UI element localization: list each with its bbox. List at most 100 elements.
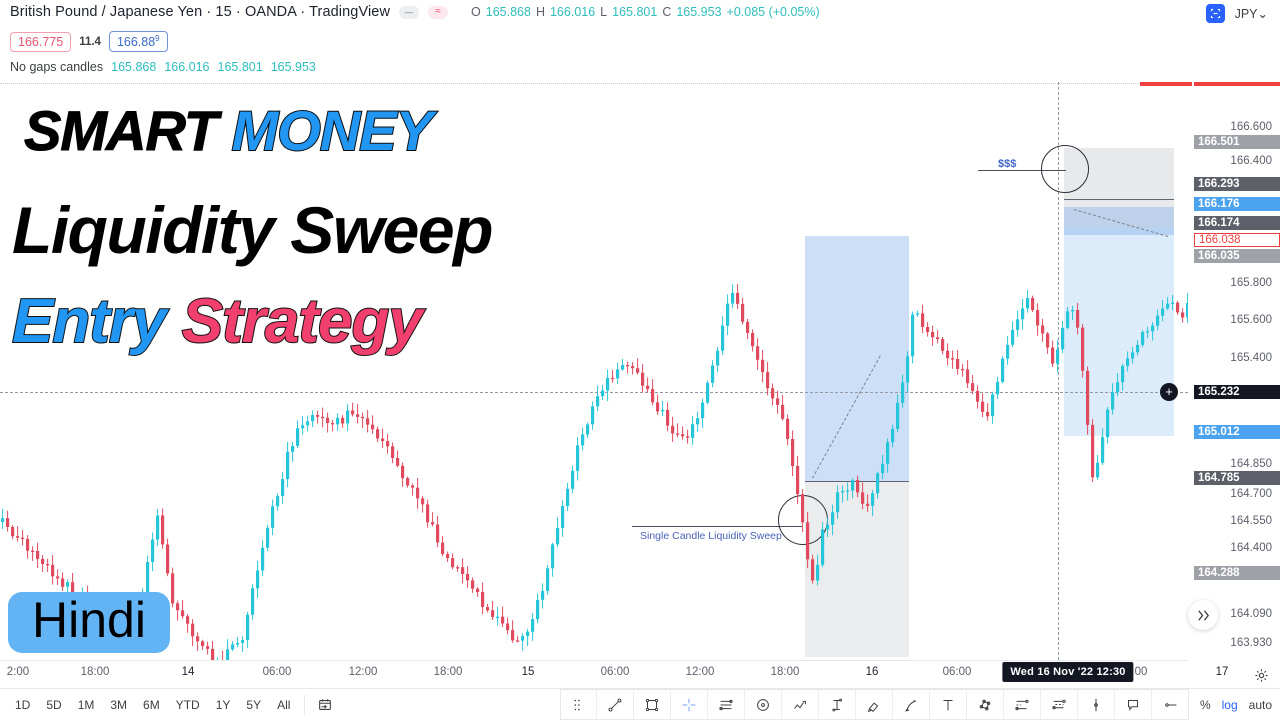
price-axis-label: 165.800 [1230, 277, 1272, 289]
sweep-annotation-label: Single Candle Liquidity Sweep [640, 530, 782, 542]
scale-options-group: % log auto [1200, 689, 1272, 720]
time-axis-label: 06:00 [942, 666, 972, 678]
zone-ob-right [1064, 207, 1174, 235]
range-button-1y[interactable]: 1Y [215, 697, 231, 712]
bid-price[interactable]: 166.775 [10, 31, 72, 52]
chevron-down-icon: ⌄ [1257, 7, 1268, 21]
ask-price[interactable]: 166.889 [108, 31, 168, 53]
candlestick-series [1, 284, 1188, 660]
crosshair-vertical [1058, 82, 1059, 660]
range-button-5y[interactable]: 5Y [246, 697, 262, 712]
low-label: L [600, 5, 608, 19]
rectangle-icon[interactable] [634, 689, 671, 720]
auto-scale-button[interactable]: auto [1248, 697, 1272, 712]
money-circle-marker [1041, 145, 1089, 193]
time-axis[interactable]: 2:00 18:00 14 06:00 12:00 18:00 15 06:00 12:00 18… [0, 660, 1228, 688]
money-level-line [978, 170, 1066, 171]
calendar-goto-icon[interactable] [312, 693, 338, 717]
brush-icon[interactable] [856, 689, 893, 720]
measure-icon[interactable] [819, 689, 856, 720]
time-axis-label: 18:00 [770, 666, 800, 678]
range-button-1m[interactable]: 1M [77, 697, 95, 712]
price-axis-label: 166.035 [1194, 249, 1280, 263]
circle-pattern-icon[interactable] [745, 689, 782, 720]
crosshair-time-tag: Wed 16 Nov '22 12:30 [1002, 662, 1134, 682]
price-axis-label: 165.400 [1230, 352, 1272, 364]
text-icon[interactable] [930, 689, 967, 720]
dash-badge-icon[interactable]: — [399, 5, 420, 19]
hindi-language-badge: Hindi [8, 592, 170, 653]
add-order-icon[interactable]: + [1160, 383, 1178, 401]
sync-icon[interactable] [1205, 4, 1225, 23]
header-top-row: British Pound / Japanese Yen · 15 · OAND… [10, 4, 820, 20]
price-axis-label: 164.288 [1194, 566, 1280, 580]
chart-settings-gear-icon[interactable] [1250, 664, 1272, 686]
horizontal-ray-icon[interactable] [1152, 689, 1189, 720]
fib-retracement-icon[interactable] [708, 689, 745, 720]
projection-icon[interactable] [1041, 689, 1078, 720]
note-icon[interactable] [1115, 689, 1152, 720]
range-button-ytd[interactable]: YTD [175, 697, 200, 712]
elliott-wave-icon[interactable] [782, 689, 819, 720]
indicator-value-0: 165.868 [111, 60, 157, 74]
indicator-value-2: 165.801 [217, 60, 263, 74]
open-label: O [471, 5, 481, 19]
forecast-icon[interactable] [1004, 689, 1041, 720]
header-quote-row: 166.775 11.4 166.889 [10, 31, 168, 53]
price-axis-label: 165.232 [1194, 385, 1280, 399]
price-axis-label: 166.600 [1230, 121, 1272, 133]
indicator-name[interactable]: No gaps candles [10, 60, 104, 74]
zone-line-right [1064, 199, 1174, 200]
highlighter-icon[interactable] [893, 689, 930, 720]
sweep-level-line [632, 526, 802, 527]
crosshair-horizontal [0, 392, 1188, 393]
trend-line-icon[interactable] [597, 689, 634, 720]
price-axis-label: 166.038 [1194, 233, 1280, 247]
price-axis-label: 165.600 [1230, 314, 1272, 326]
drag-handle-icon[interactable] [560, 689, 597, 720]
pattern-icon[interactable] [967, 689, 1004, 720]
bottom-toolbar: 1D 5D 1M 3M 6M YTD 1Y 5Y All % log auto [0, 688, 1280, 720]
header-divider [0, 83, 1188, 84]
currency-selector[interactable]: JPY⌄ [1235, 6, 1268, 21]
range-button-3m[interactable]: 3M [110, 697, 128, 712]
vertical-line-icon[interactable] [1078, 689, 1115, 720]
price-axis-label: 166.501 [1194, 135, 1280, 149]
time-axis-label: 17 [1215, 666, 1229, 678]
range-button-6m[interactable]: 6M [143, 697, 160, 712]
high-label: H [535, 5, 545, 19]
price-axis-label: 164.090 [1230, 608, 1272, 620]
indicator-value-1: 166.016 [164, 60, 210, 74]
expand-chart-button[interactable] [1188, 600, 1218, 630]
percent-scale-button[interactable]: % [1199, 697, 1211, 712]
symbol-title: British Pound / Japanese Yen · 15 · OAND… [10, 4, 391, 20]
price-axis-label: 166.400 [1230, 155, 1272, 167]
toolbar-divider [304, 694, 306, 715]
close-value: 165.953 [676, 5, 722, 19]
high-value: 166.016 [549, 5, 596, 19]
time-axis-label: 14 [181, 666, 195, 678]
chart-canvas[interactable]: Single Candle Liquidity Sweep $$$ [0, 82, 1188, 660]
crosshair-icon[interactable] [671, 689, 708, 720]
chart-header: British Pound / Japanese Yen · 15 · OAND… [0, 0, 1280, 82]
indicator-legend-row: No gaps candles 165.868 166.016 165.801 … [10, 60, 316, 74]
time-axis-label: 18:00 [80, 666, 110, 678]
indicator-value-3: 165.953 [270, 60, 316, 74]
price-axis[interactable]: 167.000166.949GBPJPY166.832166.600166.50… [1140, 0, 1280, 660]
currency-label: JPY [1234, 7, 1258, 21]
range-button-all[interactable]: All [277, 697, 291, 712]
time-axis-label: 2:00 [6, 666, 30, 678]
price-axis-label: 164.400 [1230, 542, 1272, 554]
drawing-tools-group [560, 689, 1189, 720]
approx-badge-icon[interactable]: ≈ [428, 5, 449, 19]
range-button-1d[interactable]: 1D [15, 697, 31, 712]
change-value: +0.085 (+0.05%) [726, 5, 820, 19]
log-scale-button[interactable]: log [1221, 697, 1238, 712]
time-axis-label: 06:00 [262, 666, 292, 678]
ask-price-text: 166.889 [116, 34, 160, 50]
price-axis-label: 164.700 [1230, 488, 1272, 500]
time-axis-label: 12:00 [348, 666, 378, 678]
time-axis-label: 16 [865, 666, 879, 678]
range-button-5d[interactable]: 5D [46, 697, 62, 712]
